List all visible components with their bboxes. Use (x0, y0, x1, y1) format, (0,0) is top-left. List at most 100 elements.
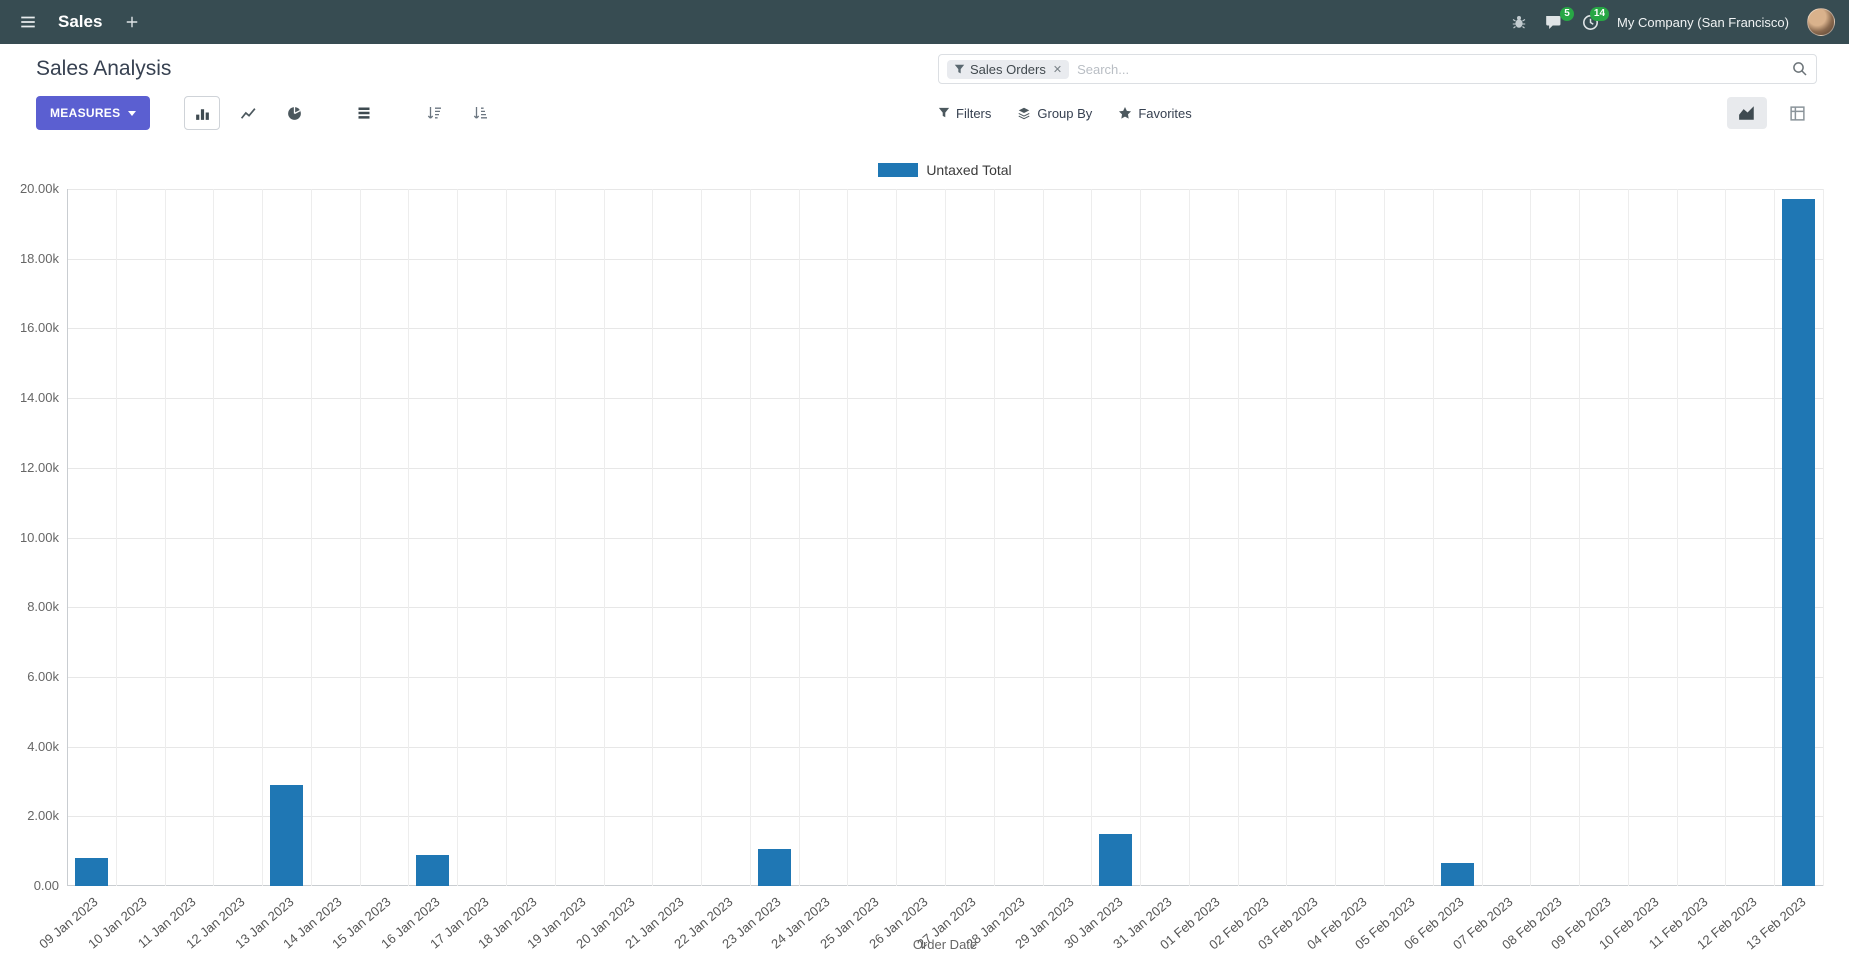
gridline-v (359, 189, 361, 886)
filter-funnel-icon (938, 107, 950, 118)
gridline-v (1384, 189, 1385, 886)
gridline-v (945, 189, 946, 886)
line-chart-button[interactable] (230, 96, 266, 130)
gridline-v (701, 189, 703, 886)
stacked-toggle-button[interactable] (346, 96, 382, 130)
pivot-view-button[interactable] (1777, 97, 1817, 129)
bar-30-jan-2023[interactable] (1099, 833, 1132, 886)
gridline-v (1530, 189, 1532, 886)
gridline-v (847, 189, 849, 886)
group-by-button[interactable]: Group By (1017, 106, 1092, 121)
search-facet-label: Sales Orders (970, 61, 1046, 77)
bar-23-jan-2023[interactable] (758, 849, 791, 886)
facet-remove-icon[interactable]: ✕ (1052, 63, 1063, 76)
gridline-v (1091, 189, 1093, 886)
y-tick-label: 2.00k (27, 808, 59, 824)
y-tick-label: 4.00k (27, 738, 59, 754)
gridline-v (310, 189, 312, 886)
sort-descending-icon (428, 107, 442, 119)
gridline-v (554, 189, 556, 886)
y-tick-label: 16.00k (19, 320, 59, 336)
gridline-v (993, 189, 995, 886)
star-icon (1119, 107, 1132, 119)
bar-16-jan-2023[interactable] (416, 854, 449, 886)
gridline-v (1335, 189, 1337, 886)
sort-descending-button[interactable] (416, 96, 452, 130)
graph-view-button[interactable] (1727, 97, 1767, 129)
gridline-v (1188, 189, 1190, 886)
activity-clock-icon[interactable]: 14 (1582, 6, 1610, 31)
plus-icon[interactable] (118, 8, 146, 36)
layers-icon (1018, 107, 1030, 120)
gridline-v (1286, 189, 1288, 886)
company-switcher[interactable]: My Company (San Francisco) (1617, 14, 1789, 30)
gridline-v (1627, 189, 1629, 886)
line-chart-icon (240, 107, 256, 119)
search-icon[interactable] (1792, 61, 1808, 77)
gridline-v (652, 189, 654, 886)
y-tick-label: 6.00k (27, 668, 59, 684)
gridline-v (1774, 189, 1776, 886)
chevron-down-icon (128, 110, 137, 116)
bar-06-feb-2023[interactable] (1441, 863, 1474, 886)
bar-chart-button[interactable] (184, 96, 221, 130)
chart-plot: 0.00 2.00k 4.00k 6.00k 8.00k 10.00k 12.00k 14.0… (20, 181, 1824, 952)
gridline-v (1237, 189, 1239, 886)
legend-swatch (878, 163, 919, 177)
x-axis-title: Order Date (912, 937, 978, 952)
y-tick-label: 20.00k (19, 181, 59, 196)
gridline-v (1042, 189, 1044, 886)
bar-09-jan-2023[interactable] (75, 858, 108, 886)
y-tick-label: 18.00k (19, 250, 59, 266)
search-facet[interactable]: Sales Orders ✕ (947, 59, 1070, 79)
debug-bug-icon[interactable] (1511, 14, 1527, 30)
gridline-v (1432, 189, 1434, 886)
avatar[interactable] (1807, 8, 1835, 36)
gridline-v (1140, 189, 1142, 886)
view-switcher (1727, 97, 1817, 129)
bar-chart-icon (196, 108, 209, 120)
gridline-v (798, 189, 800, 886)
sort-ascending-button[interactable] (462, 96, 498, 130)
gridline-v (749, 189, 751, 886)
gridline-v (1579, 189, 1581, 886)
gridline-v (1676, 189, 1678, 886)
gridline-v (457, 189, 459, 886)
facet-filter-icon (954, 64, 965, 73)
gridline-v (115, 189, 117, 886)
y-tick-label: 14.00k (19, 390, 59, 406)
gridline-v (1725, 189, 1727, 886)
measures-button[interactable]: MEASURES (36, 96, 151, 130)
gridline-v (1823, 189, 1824, 886)
y-tick-label: 0.00 (33, 878, 59, 893)
search-bar[interactable]: Sales Orders ✕ (938, 54, 1817, 84)
gridline-v (408, 189, 410, 886)
bar-13-jan-2023[interactable] (270, 784, 303, 886)
pie-chart-button[interactable] (276, 96, 312, 130)
filters-button[interactable]: Filters (938, 106, 991, 121)
gridline-v (213, 189, 215, 886)
y-tick-label: 8.00k (27, 599, 59, 615)
bar-13-feb-2023[interactable] (1782, 199, 1815, 886)
search-input[interactable] (1077, 61, 1792, 77)
sort-ascending-icon (474, 107, 488, 119)
gridline-v (67, 189, 68, 886)
app-name[interactable]: Sales (58, 12, 103, 31)
gridline-v (896, 189, 898, 886)
messages-icon[interactable]: 5 (1545, 6, 1575, 31)
gridline-v (506, 189, 507, 886)
y-tick-label: 12.00k (19, 459, 59, 475)
chart-legend[interactable]: Untaxed Total (67, 162, 1823, 178)
y-tick-label: 10.00k (19, 529, 59, 545)
favorites-button[interactable]: Favorites (1118, 106, 1192, 121)
apps-menu-icon[interactable] (14, 8, 42, 36)
messages-badge: 5 (1560, 6, 1575, 21)
pivot-table-icon (1789, 105, 1805, 121)
graph-view: Untaxed Total 0.00 2.00k 4.00k 6.00k 8.00k 10… (0, 140, 1849, 958)
area-chart-icon (1739, 106, 1754, 120)
control-panel: Sales Analysis Sales Orders ✕ MEASURES (0, 44, 1849, 140)
gridline-v (603, 189, 605, 886)
top-navbar: Sales 5 14 My Company (San Francisco) (0, 0, 1849, 44)
pie-chart-icon (288, 106, 301, 120)
page-title: Sales Analysis (36, 57, 172, 80)
